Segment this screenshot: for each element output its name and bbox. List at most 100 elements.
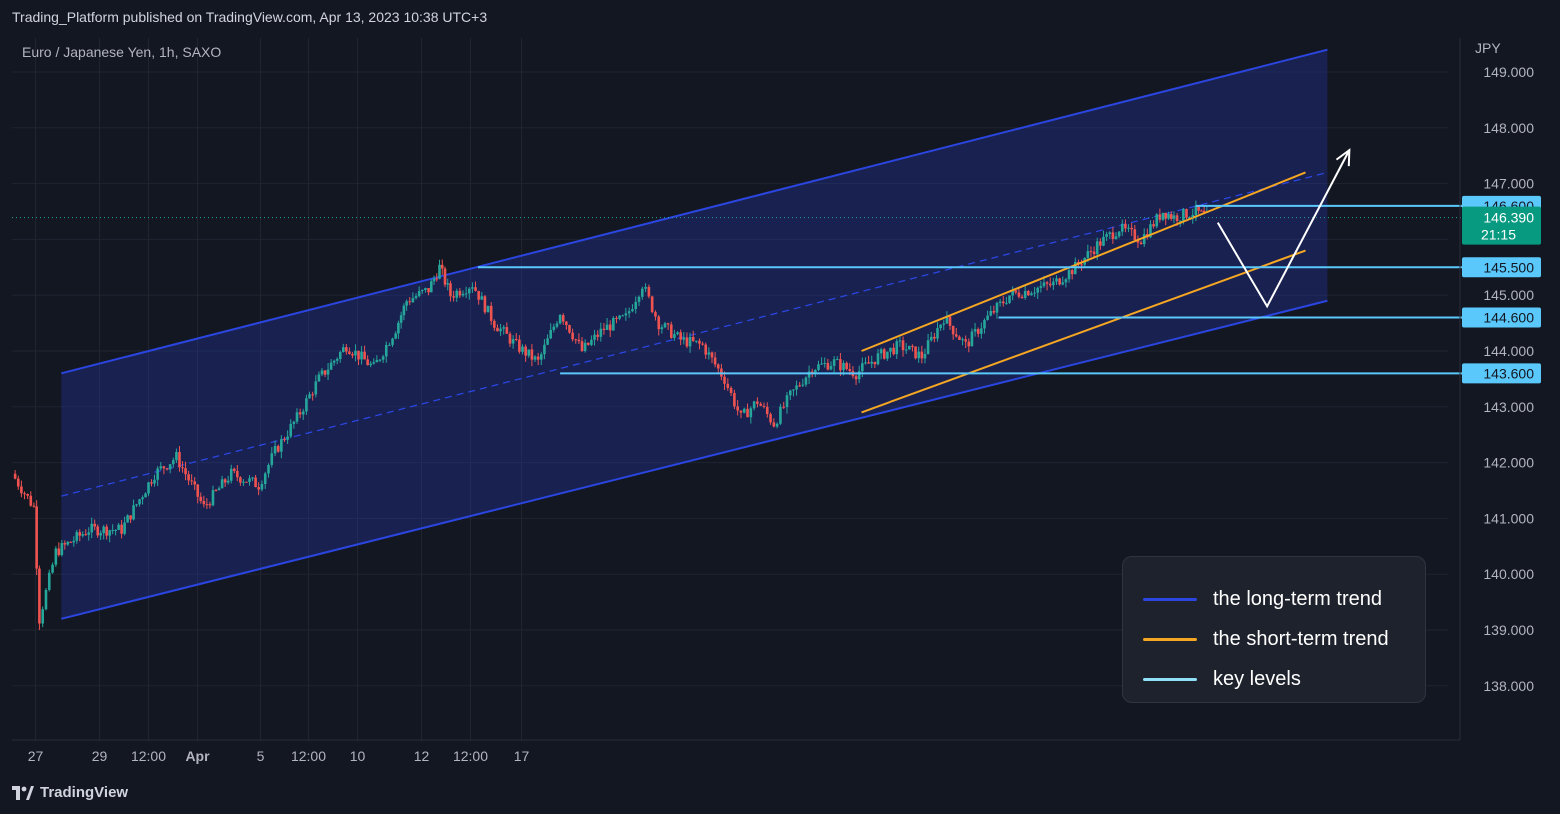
candle-body: [634, 301, 638, 310]
candle-body: [1133, 229, 1137, 241]
candle-body: [823, 362, 827, 364]
short-term-channel-lower: [861, 249, 1306, 414]
candle-body: [895, 341, 899, 355]
candle-body: [726, 383, 730, 388]
candle-body: [196, 484, 200, 497]
candle-body: [864, 362, 867, 364]
candle-body: [574, 339, 578, 341]
key-level-tag-label: 145.500: [1483, 259, 1534, 275]
candle-body: [1117, 231, 1121, 237]
candle-body: [99, 533, 102, 536]
price-tick-label: 138.000: [1483, 678, 1534, 694]
candle-body: [366, 359, 369, 366]
candle-body: [765, 406, 769, 415]
legend-label: key levels: [1213, 667, 1301, 690]
candle-body: [945, 316, 949, 324]
candle-body: [1161, 212, 1165, 220]
candle-body: [435, 278, 439, 280]
tradingview-footer[interactable]: TradingView: [12, 784, 128, 801]
candle-body: [16, 478, 20, 487]
candle-body: [995, 302, 999, 313]
candle-body: [320, 370, 324, 375]
candle-body: [429, 281, 433, 293]
candle-body: [126, 515, 129, 523]
candle-body: [54, 548, 58, 565]
candle-body: [13, 473, 17, 479]
candle-body: [446, 283, 450, 285]
candle-body: [933, 336, 936, 339]
candle-body: [47, 572, 51, 590]
candle-body: [162, 466, 166, 469]
candle-body: [817, 364, 820, 371]
candle-body: [38, 568, 41, 624]
price-tick-label: 148.000: [1483, 120, 1534, 136]
candle-body: [685, 337, 689, 347]
candle-body: [508, 333, 512, 344]
candle-body: [879, 349, 883, 354]
candle-body: [1052, 281, 1055, 286]
candle-body: [1008, 295, 1011, 303]
candle-body: [663, 323, 667, 328]
candle-body: [341, 347, 345, 353]
candle-body: [496, 327, 499, 332]
candle-body: [756, 401, 759, 404]
candle-body: [242, 481, 245, 483]
candle-body: [1036, 287, 1040, 293]
time-tick-label: 29: [92, 748, 108, 764]
candle-body: [983, 319, 986, 329]
candle-body: [1099, 241, 1102, 246]
candle-body: [254, 477, 257, 488]
candle-body: [917, 351, 921, 359]
candle-body: [375, 359, 379, 363]
candle-body: [923, 353, 927, 359]
candle-body: [483, 296, 487, 313]
candle-body: [150, 482, 153, 484]
candle-body: [615, 317, 618, 319]
candle-body: [477, 290, 480, 300]
candle-body: [280, 439, 283, 452]
candle-body: [948, 316, 952, 326]
candle-body: [305, 398, 308, 412]
candle-body: [908, 345, 911, 350]
candle-body: [752, 401, 756, 409]
candle-body: [464, 293, 468, 295]
candle-body: [1042, 282, 1046, 287]
candle-body: [135, 504, 138, 506]
candle-body: [1167, 214, 1170, 219]
candle-body: [502, 327, 506, 329]
candle-body: [129, 515, 132, 520]
candle-body: [41, 609, 44, 624]
candle-body: [211, 490, 215, 506]
candle-body: [427, 288, 430, 293]
candle-body: [792, 389, 795, 391]
candle-body: [66, 541, 70, 545]
candle-body: [608, 324, 612, 331]
candle-body: [1169, 214, 1173, 219]
candle-body: [914, 346, 917, 359]
price-tick-label: 145.000: [1483, 287, 1534, 303]
candle-body: [505, 327, 509, 334]
candle-body: [1089, 251, 1093, 253]
candle-body: [329, 362, 333, 370]
candle-body: [239, 477, 242, 483]
candle-body: [1178, 220, 1182, 222]
legend-box: the long-term trend the short-term trend…: [1122, 556, 1426, 703]
candle-body: [861, 363, 864, 372]
key-level-tag-bg: [1462, 257, 1541, 278]
candle-body: [1102, 236, 1105, 246]
candle-body: [168, 464, 172, 470]
candle-body: [29, 495, 33, 506]
candle-body: [369, 363, 372, 366]
candle-body: [612, 317, 615, 331]
candle-body: [141, 497, 144, 500]
candle-body: [1064, 279, 1068, 283]
candle-body: [536, 356, 540, 360]
candle-body: [414, 296, 418, 299]
candle-body: [1055, 278, 1058, 282]
price-tick-label: 147.000: [1483, 176, 1534, 192]
candle-body: [270, 453, 274, 465]
candle-body: [939, 324, 942, 329]
candle-body: [549, 329, 552, 339]
candle-body: [892, 347, 895, 355]
